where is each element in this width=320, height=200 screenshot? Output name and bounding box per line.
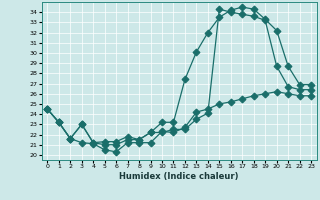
X-axis label: Humidex (Indice chaleur): Humidex (Indice chaleur) (119, 172, 239, 181)
